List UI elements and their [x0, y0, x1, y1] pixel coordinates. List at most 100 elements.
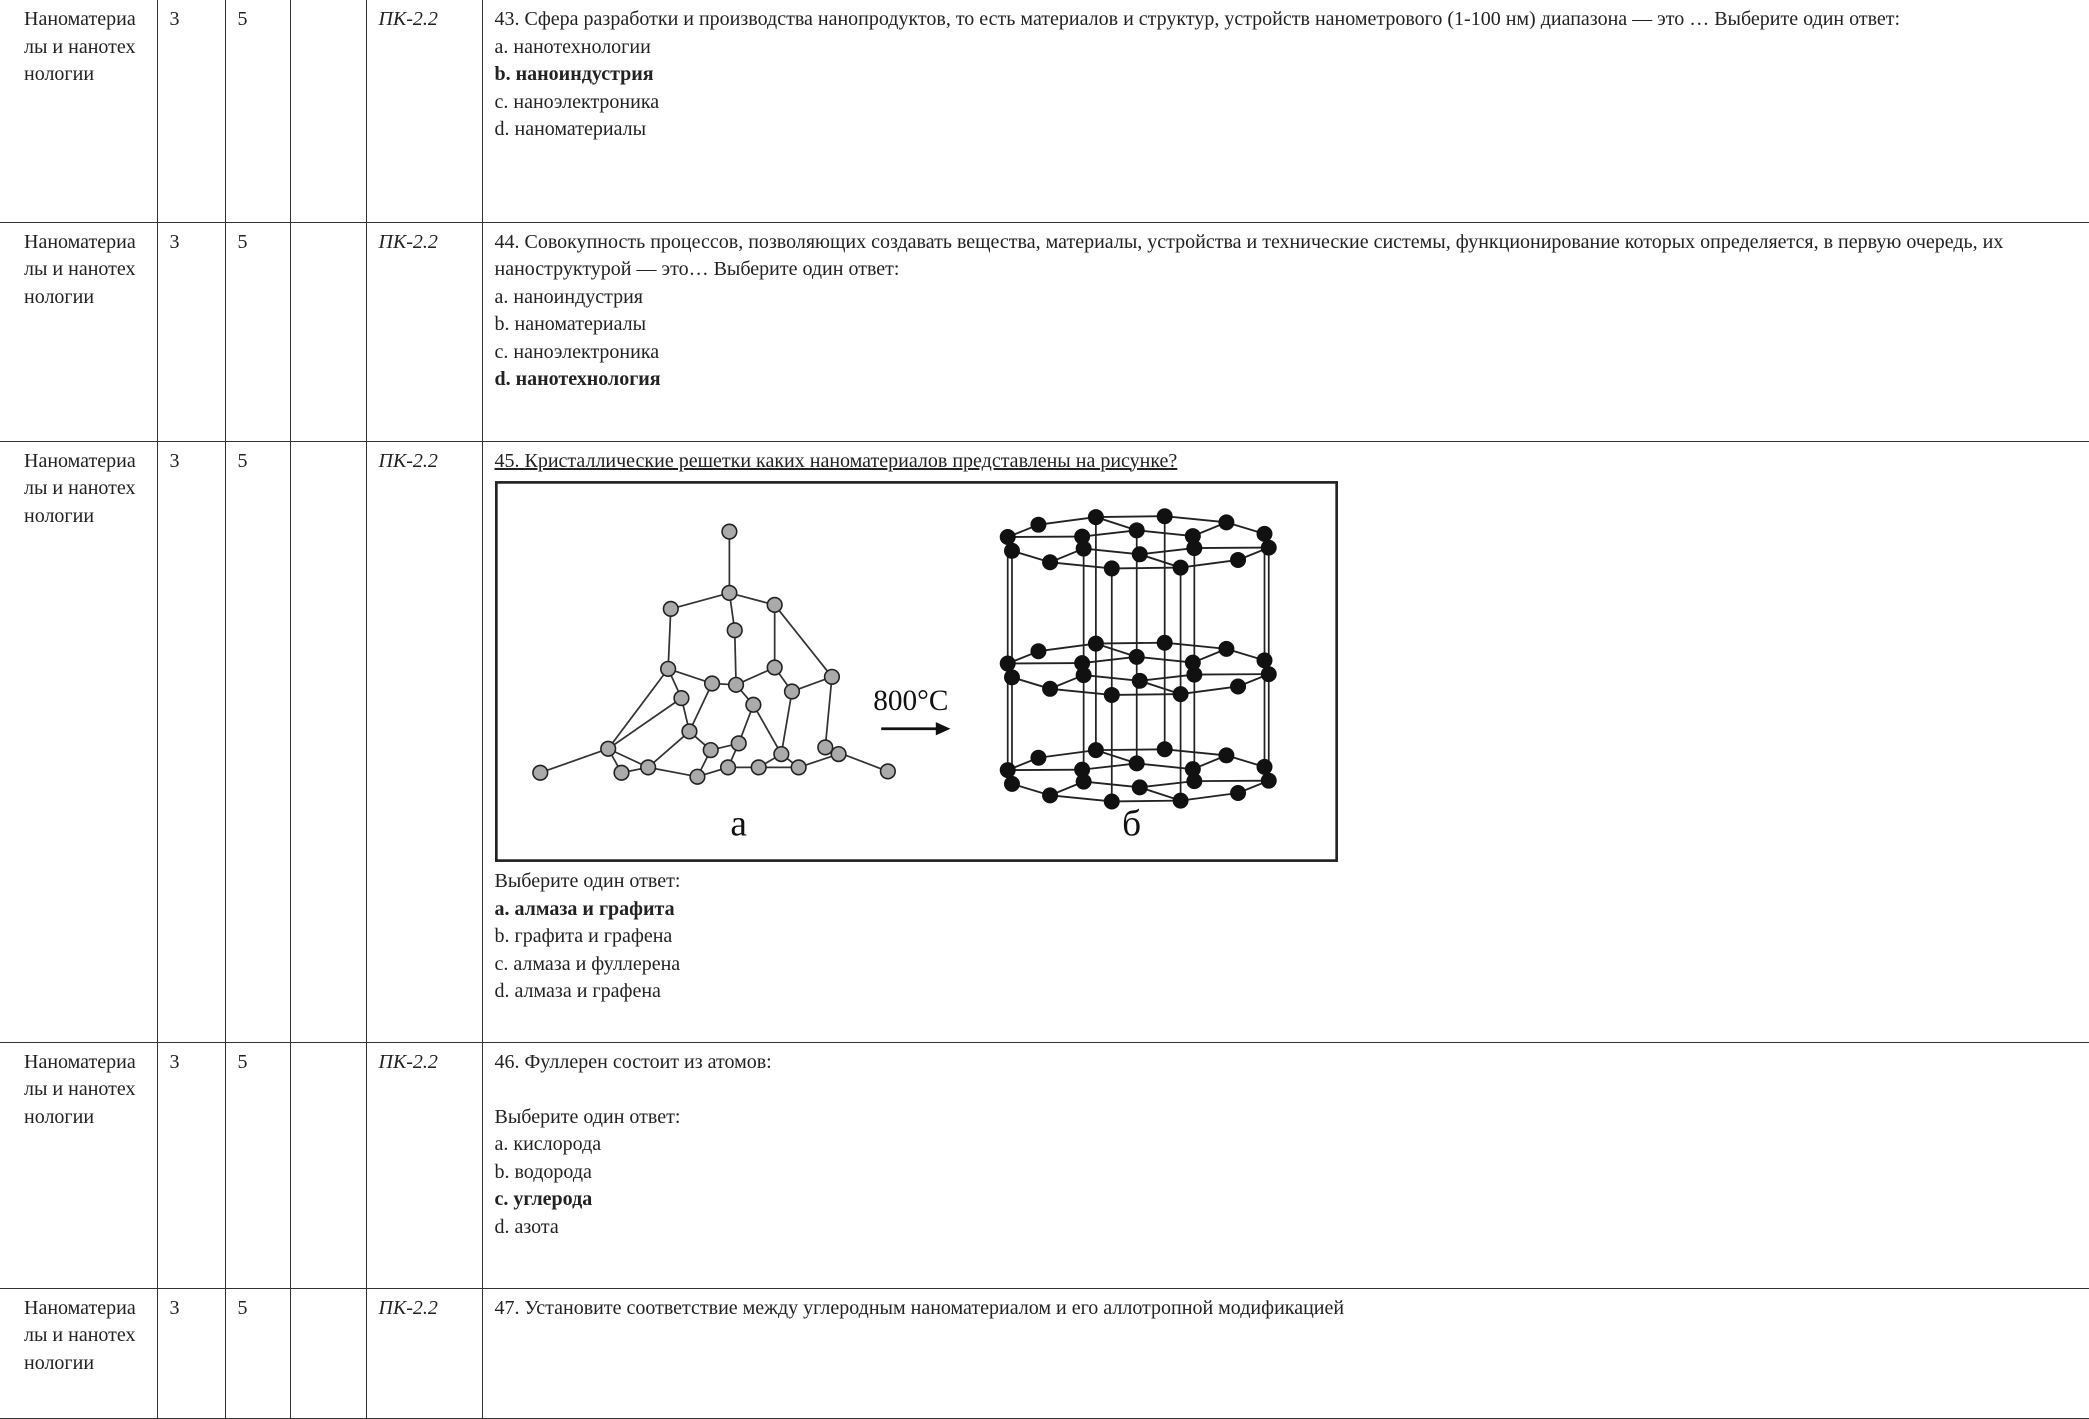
- answer-option: b. наноиндустрия: [495, 61, 2078, 89]
- question-cell: 47. Установите соответствие между углеро…: [482, 1288, 2089, 1418]
- figure-shape: [663, 602, 678, 617]
- instruction: Выберите один ответ:: [495, 868, 2078, 896]
- answer-option: d. наноматериалы: [495, 116, 2078, 144]
- figure-shape: [1156, 741, 1172, 757]
- course-cell: 3: [157, 1042, 225, 1288]
- course-cell: 3: [157, 222, 225, 441]
- figure-label: а: [730, 803, 747, 844]
- figure-shape: [1260, 540, 1276, 556]
- question-text: 45. Кристаллические решетки каких нанома…: [495, 448, 2078, 476]
- course-cell: 3: [157, 0, 225, 222]
- figure-label: б: [1122, 803, 1141, 844]
- figure-shape: [1184, 655, 1200, 671]
- answer-option: b. графита и графена: [495, 923, 2078, 951]
- figure-shape: [640, 760, 655, 775]
- figure-shape: [496, 482, 1336, 860]
- answer-option: c. углерода: [495, 1186, 2078, 1214]
- question-cell: 45. Кристаллические решетки каких нанома…: [482, 441, 2089, 1042]
- empty-cell: [290, 0, 366, 222]
- figure-shape: [1256, 526, 1272, 542]
- answer-option: a. нанотехнологии: [495, 34, 2078, 62]
- figure-shape: [1030, 643, 1046, 659]
- credits-cell: 5: [225, 441, 290, 1042]
- subject-cell: Наноматериалы и нанотехнологии: [0, 1288, 157, 1418]
- subject-cell: Наноматериалы и нанотехнологии: [0, 1042, 157, 1288]
- competence-cell: ПК-2.2: [366, 222, 482, 441]
- figure-shape: [1095, 643, 1164, 644]
- subject-cell: Наноматериалы и нанотехнологии: [0, 222, 157, 441]
- figure-shape: [1131, 673, 1147, 689]
- figure-shape: [728, 677, 743, 692]
- figure-shape: [1230, 785, 1246, 801]
- credits-cell: 5: [225, 0, 290, 222]
- subject-cell: Наноматериалы и нанотехнологии: [0, 0, 157, 222]
- figure-shape: [1103, 793, 1119, 809]
- competence-cell: ПК-2.2: [366, 1042, 482, 1288]
- competence-cell: ПК-2.2: [366, 0, 482, 222]
- figure-shape: [774, 747, 789, 762]
- figure-shape: [1095, 749, 1164, 750]
- figure-shape: [1131, 779, 1147, 795]
- answer-option: c. наноэлектроника: [495, 89, 2078, 117]
- figure-shape: [614, 765, 629, 780]
- figure-shape: [1156, 635, 1172, 651]
- figure-shape: [1128, 755, 1144, 771]
- figure-shape: [1087, 509, 1103, 525]
- figure-shape: [1111, 568, 1180, 569]
- figure-shape: [1103, 687, 1119, 703]
- figure-shape: [1156, 508, 1172, 524]
- figure-shape: [532, 765, 547, 780]
- competence-cell: ПК-2.2: [366, 1288, 482, 1418]
- figure-shape: [784, 684, 799, 699]
- figure-shape: [1003, 543, 1019, 559]
- figure-shape: [1184, 528, 1200, 544]
- figure-shape: [1095, 516, 1164, 517]
- figure-shape: [1172, 560, 1188, 576]
- figure-shape: [1256, 759, 1272, 775]
- figure-shape: [1003, 669, 1019, 685]
- figure-shape: [600, 741, 615, 756]
- figure-shape: [722, 586, 737, 601]
- figure-shape: [1087, 742, 1103, 758]
- figure-shape: [767, 598, 782, 613]
- figure-shape: [1184, 761, 1200, 777]
- competence-cell: ПК-2.2: [366, 441, 482, 1042]
- empty-cell: [290, 222, 366, 441]
- figure-shape: [1042, 554, 1058, 570]
- figure-shape: [767, 660, 782, 675]
- figure-shape: [703, 743, 718, 758]
- figure-shape: [682, 724, 697, 739]
- figure-shape: [1128, 649, 1144, 665]
- figure-shape: [751, 760, 766, 775]
- figure-shape: [999, 656, 1015, 672]
- course-cell: 3: [157, 1288, 225, 1418]
- figure-shape: [1042, 787, 1058, 803]
- answer-option: a. наноиндустрия: [495, 284, 2078, 312]
- figure-shape: [720, 760, 735, 775]
- figure-shape: [722, 524, 737, 539]
- figure-shape: [1074, 529, 1090, 545]
- question-cell: 44. Совокупность процессов, позволяющих …: [482, 222, 2089, 441]
- figure-shape: [1172, 793, 1188, 809]
- question-cell: 46. Фуллерен состоит из атомов:Выберите …: [482, 1042, 2089, 1288]
- figure-shape: [999, 762, 1015, 778]
- instruction: Выберите один ответ:: [495, 1104, 2078, 1132]
- empty-cell: [290, 1042, 366, 1288]
- figure-shape: [791, 760, 806, 775]
- question-text: 43. Сфера разработки и производства нано…: [495, 6, 2078, 34]
- figure-shape: [1003, 776, 1019, 792]
- figure-shape: [1111, 801, 1180, 802]
- figure-shape: [1218, 514, 1234, 530]
- answer-option: c. алмаза и фуллерена: [495, 951, 2078, 979]
- figure-shape: [674, 691, 689, 706]
- figure-shape: [1128, 522, 1144, 538]
- empty-cell: [290, 1288, 366, 1418]
- figure-label: 800°C: [873, 685, 948, 717]
- figure-shape: [1230, 678, 1246, 694]
